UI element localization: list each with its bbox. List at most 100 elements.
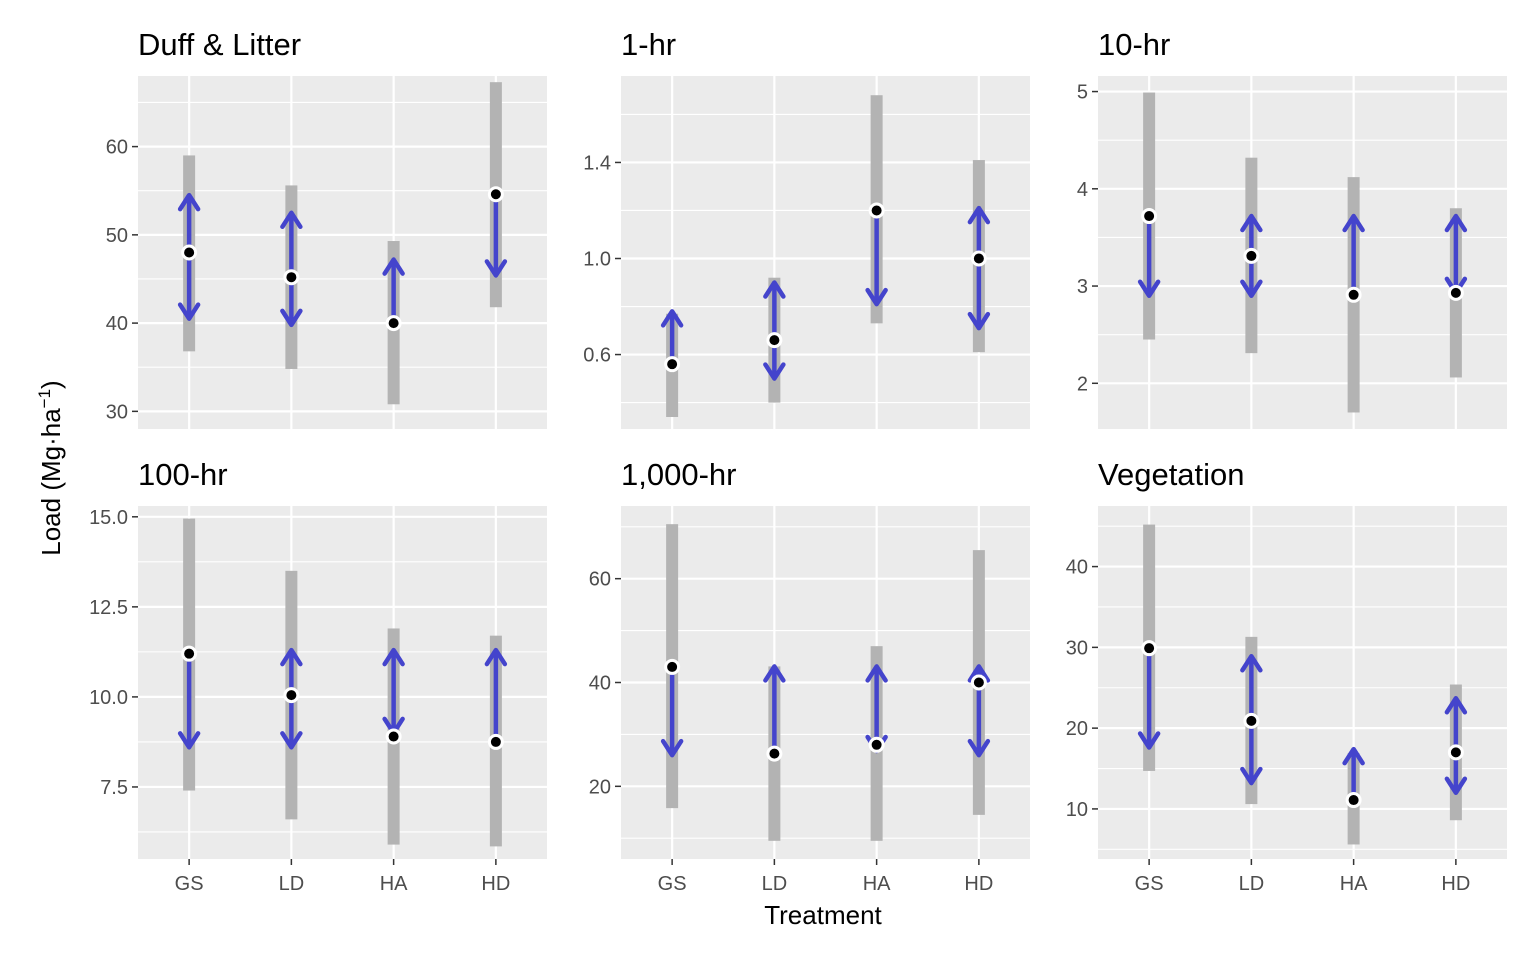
data-point <box>385 315 402 332</box>
y-tick-label: 10.0 <box>89 687 128 709</box>
arrow-head-up <box>660 309 684 328</box>
y-tick-label: 0.6 <box>583 345 611 367</box>
data-point <box>1447 284 1464 301</box>
data-point <box>1345 286 1362 303</box>
y-tick-label: 12.5 <box>89 597 128 619</box>
arrow-head-up <box>1342 746 1365 766</box>
data-point <box>487 186 504 203</box>
panel-title: 1,000-hr <box>621 457 736 492</box>
x-tick-label: HD <box>964 873 993 895</box>
panel-background <box>1098 506 1507 859</box>
panel-5: 10 20 30 40 GS LD HA HD Vegetation <box>1066 457 1507 895</box>
arrow-head-down <box>967 738 991 758</box>
arrow-head-up <box>967 664 991 683</box>
x-tick-label: HD <box>481 873 510 895</box>
arrow-head-down <box>763 362 786 381</box>
arrow-head-down <box>1444 776 1468 796</box>
y-tick-label: 4 <box>1077 179 1088 201</box>
x-tick-label: HD <box>1441 873 1470 895</box>
y-axis-title: Load (Mg·ha−1) <box>35 380 66 555</box>
y-tick-label: 20 <box>589 776 611 798</box>
data-point <box>970 674 987 691</box>
data-point <box>385 728 402 745</box>
arrow-head-down <box>1240 279 1263 299</box>
arrow-head-up <box>1444 696 1468 715</box>
x-tick-label: HA <box>1340 873 1368 895</box>
x-tick-label: LD <box>279 873 305 895</box>
data-point <box>283 269 300 286</box>
panel-4: 20 40 60 GS LD HA HD 1,000-hr <box>589 457 1030 895</box>
panel-1: 0.6 1.0 1.4 1-hr <box>583 27 1030 429</box>
y-tick-label: 15.0 <box>89 507 128 529</box>
panel-3: 7.5 10.0 12.5 15.0 GS LD HA HD 100-hr <box>89 457 547 895</box>
x-tick-label: GS <box>1135 873 1164 895</box>
data-point <box>664 356 681 373</box>
y-tick-label: 50 <box>106 225 128 247</box>
y-tick-label: 20 <box>1066 718 1088 740</box>
arrow-head-up <box>382 257 405 276</box>
data-point <box>181 645 198 662</box>
data-point <box>1141 640 1158 657</box>
data-point <box>181 244 198 261</box>
panel-2: 2 3 4 5 10-hr <box>1077 27 1507 429</box>
y-axis-title-superscript: −1 <box>35 389 54 408</box>
arrow-head-up <box>763 664 786 683</box>
arrow-head-down <box>660 738 684 758</box>
data-point <box>487 733 504 750</box>
arrow-head-down <box>1137 731 1161 750</box>
y-tick-label: 30 <box>106 401 128 423</box>
data-point <box>766 745 783 762</box>
panel-title: Duff & Litter <box>138 27 301 62</box>
arrow-head-down <box>484 259 508 278</box>
arrow-head-up <box>177 192 201 212</box>
arrow-head-up <box>484 647 508 667</box>
arrow-head-up <box>280 210 303 230</box>
y-tick-label: 5 <box>1077 82 1088 104</box>
arrow-head-down <box>967 311 991 331</box>
arrow-head-up <box>865 664 888 683</box>
panel-title: 100-hr <box>138 457 228 492</box>
x-tick-label: HA <box>380 873 408 895</box>
arrow-head-down <box>177 302 201 321</box>
panel-background <box>138 76 547 429</box>
data-point <box>1243 247 1260 264</box>
data-point <box>868 202 885 219</box>
panel-background <box>138 506 547 859</box>
y-tick-label: 60 <box>106 137 128 159</box>
panel-title: 1-hr <box>621 27 676 62</box>
panel-title: Vegetation <box>1098 457 1245 492</box>
x-tick-label: LD <box>1239 873 1265 895</box>
y-tick-label: 30 <box>1066 637 1088 659</box>
panel-0: 30 40 50 60 Duff & Litter <box>106 27 547 429</box>
x-tick-label: LD <box>762 873 788 895</box>
x-tick-label: GS <box>658 873 687 895</box>
data-point <box>1447 744 1464 761</box>
arrow-head-up <box>1240 213 1263 233</box>
y-tick-label: 40 <box>589 673 611 695</box>
arrow-head-down <box>177 731 201 750</box>
data-point <box>868 736 885 753</box>
data-point <box>1243 712 1260 729</box>
panel-title: 10-hr <box>1098 27 1170 62</box>
arrow-head-up <box>1444 213 1468 233</box>
arrow-head-up <box>382 647 405 667</box>
y-tick-label: 3 <box>1077 276 1088 298</box>
arrow-head-down <box>1137 279 1161 299</box>
arrow-head-up <box>967 205 991 225</box>
arrow-head-down <box>280 308 303 328</box>
x-tick-label: GS <box>175 873 204 895</box>
panel-background <box>621 76 1030 429</box>
arrow-head-up <box>763 280 786 299</box>
y-tick-label: 7.5 <box>100 777 128 799</box>
y-tick-label: 1.0 <box>583 249 611 271</box>
y-axis-title-close: ) <box>36 380 66 389</box>
y-tick-label: 10 <box>1066 799 1088 821</box>
panel-background <box>1098 76 1507 429</box>
y-axis-title-main: Load (Mg·ha <box>36 408 66 556</box>
x-axis-title: Treatment <box>764 900 882 930</box>
y-tick-label: 40 <box>1066 557 1088 579</box>
arrow-head-down <box>1240 766 1263 786</box>
data-point <box>1345 792 1362 809</box>
y-tick-label: 60 <box>589 569 611 591</box>
